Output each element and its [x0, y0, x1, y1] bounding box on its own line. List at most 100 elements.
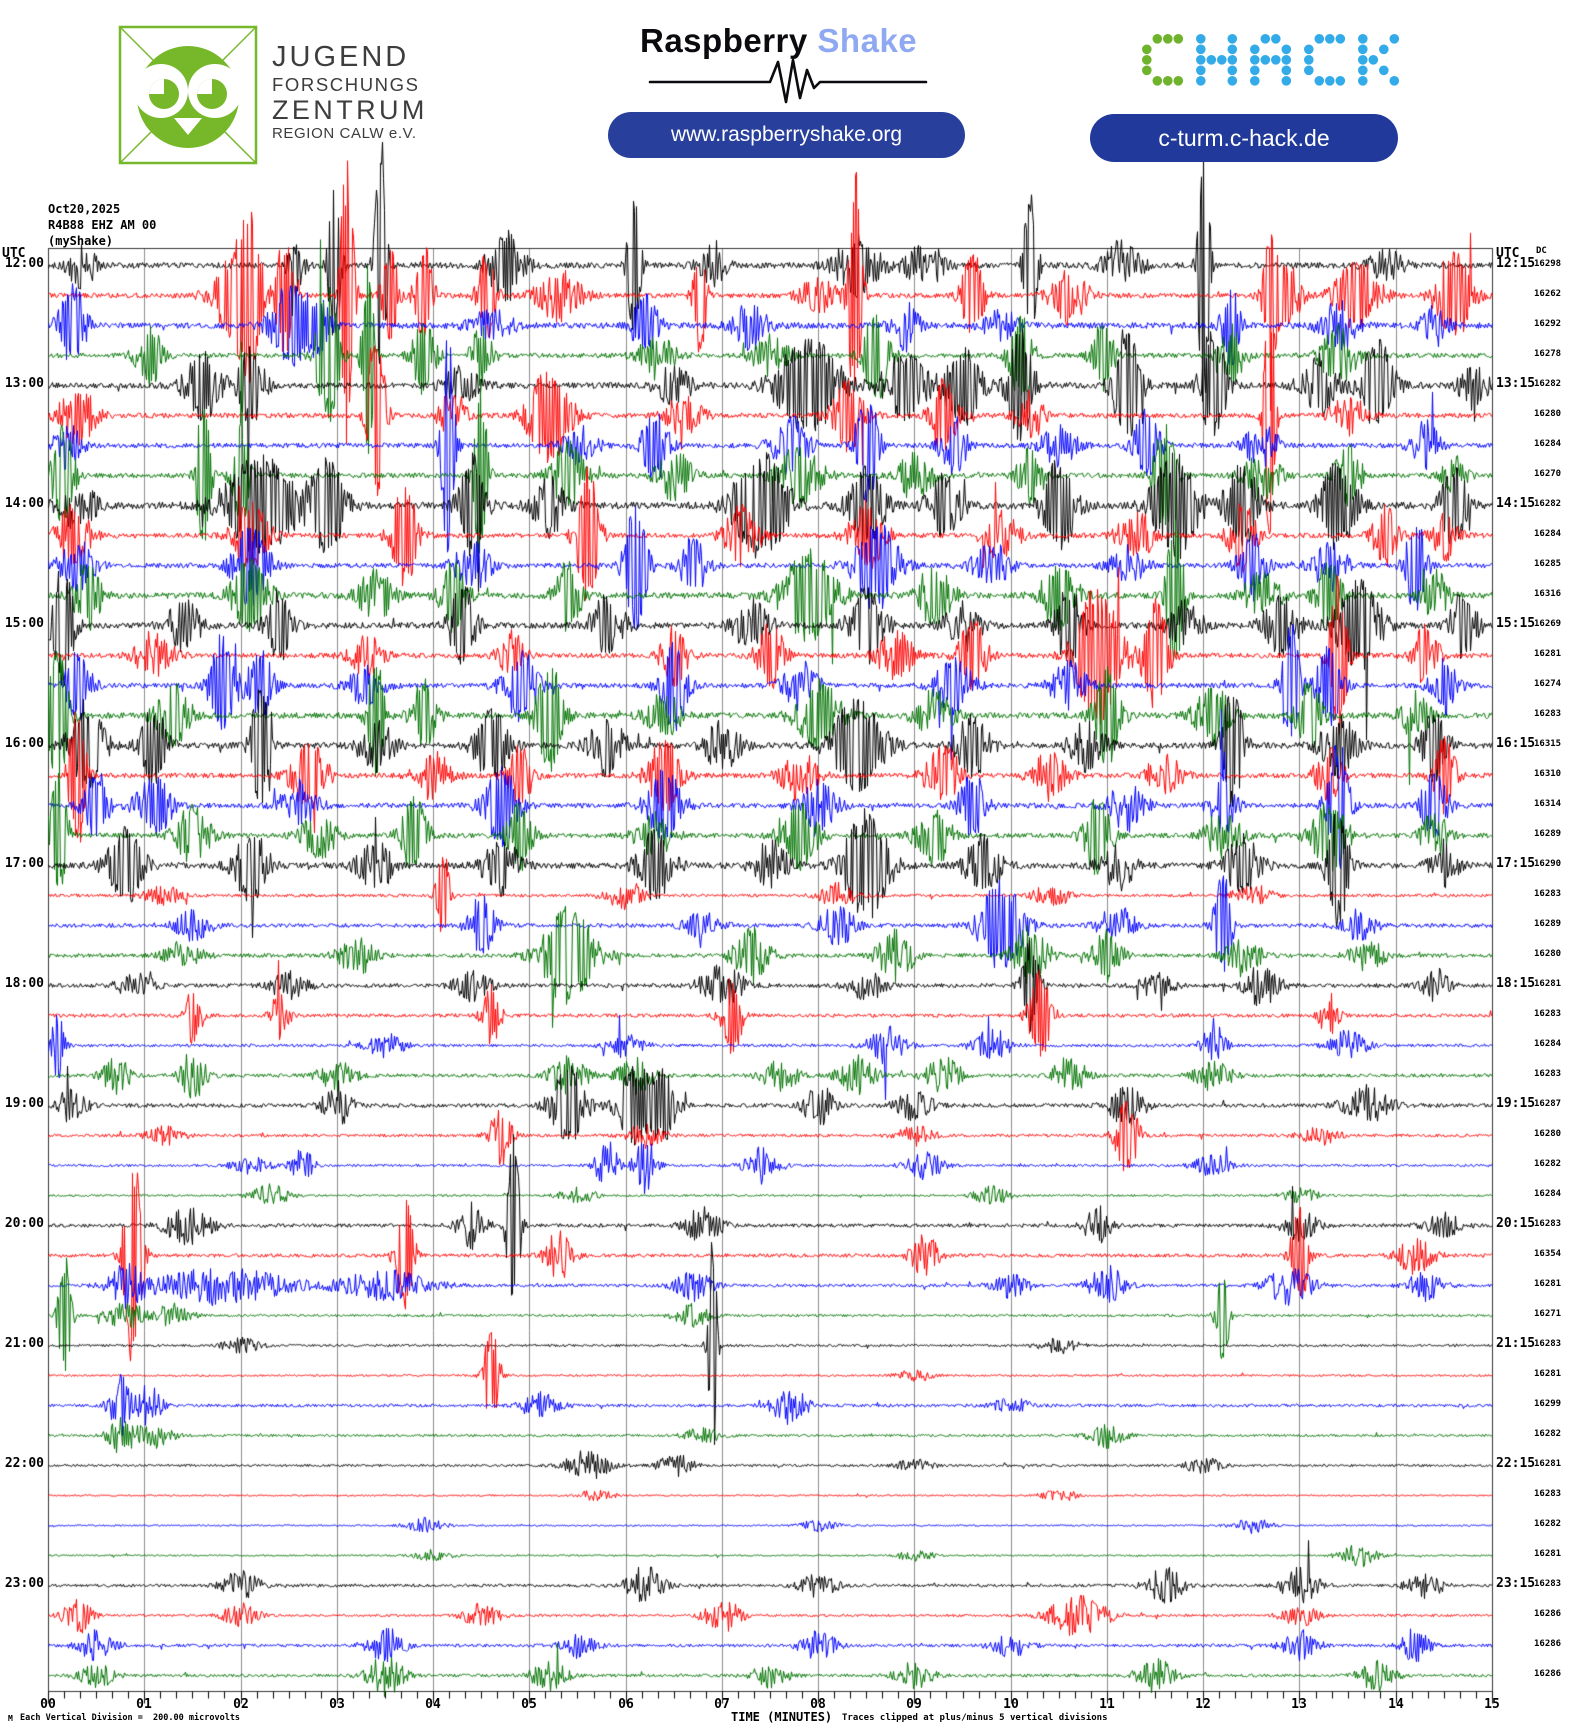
dc-value: 16280: [1534, 949, 1562, 959]
hour-label-left: 13:00: [4, 376, 44, 391]
x-tick-label: 09: [906, 1697, 922, 1712]
utc-header-right: UTC: [1496, 246, 1520, 261]
dc-value: 16290: [1534, 859, 1562, 869]
x-tick-label: 10: [1003, 1697, 1019, 1712]
dc-value: 16271: [1534, 1309, 1562, 1319]
dc-value: 16298: [1534, 259, 1562, 269]
hour-label-left: 16:00: [4, 736, 44, 751]
hour-label-right: 19:15: [1496, 1096, 1536, 1111]
plot-station-id: R4B88 EHZ AM 00: [48, 218, 157, 232]
hour-label-left: 22:00: [4, 1456, 44, 1471]
hour-label-right: 16:15: [1496, 736, 1536, 751]
hour-label-right: 23:15: [1496, 1576, 1536, 1591]
dc-value: 16283: [1534, 889, 1562, 899]
x-tick-label: 01: [136, 1697, 152, 1712]
plot-date: Oct20,2025: [48, 202, 121, 216]
dc-value: 16284: [1534, 439, 1562, 449]
scale-marker: M: [8, 1714, 13, 1723]
dc-value: 16315: [1534, 739, 1562, 749]
dc-value: 16282: [1534, 499, 1562, 509]
dc-value: 16354: [1534, 1249, 1562, 1259]
c-hack-logo: [1142, 34, 1400, 86]
dc-value: 16289: [1534, 919, 1562, 929]
hour-label-left: 17:00: [4, 856, 44, 871]
c-hack-link-text: c-turm.c-hack.de: [1158, 124, 1330, 151]
dc-value: 16286: [1534, 1669, 1562, 1679]
hour-label-right: 15:15: [1496, 616, 1536, 631]
c-hack-link[interactable]: c-turm.c-hack.de: [1090, 114, 1398, 162]
dc-value: 16283: [1534, 1069, 1562, 1079]
dc-value: 16286: [1534, 1609, 1562, 1619]
x-tick-label: 06: [618, 1697, 634, 1712]
dc-value: 16269: [1534, 619, 1562, 629]
dc-value: 16282: [1534, 1429, 1562, 1439]
jfz-line1: JUGEND: [272, 41, 410, 73]
hour-label-right: 21:15: [1496, 1336, 1536, 1351]
dc-value: 16270: [1534, 469, 1562, 479]
hour-label-left: 23:00: [4, 1576, 44, 1591]
plot-network-name: (myShake): [48, 234, 114, 248]
dc-value: 16283: [1534, 1489, 1562, 1499]
dc-value: 16281: [1534, 1459, 1562, 1469]
dc-value: 16282: [1534, 379, 1562, 389]
hour-label-right: 18:15: [1496, 976, 1536, 991]
x-axis-title: TIME (MINUTES): [731, 1710, 833, 1724]
hour-label-left: 14:00: [4, 496, 44, 511]
dc-value: 16287: [1534, 1099, 1562, 1109]
hour-label-left: 21:00: [4, 1336, 44, 1351]
dc-value: 16283: [1534, 1339, 1562, 1349]
dc-value: 16289: [1534, 829, 1562, 839]
hour-label-right: 20:15: [1496, 1216, 1536, 1231]
dc-value: 16262: [1534, 289, 1562, 299]
dc-value: 16314: [1534, 799, 1562, 809]
x-tick-label: 11: [1099, 1697, 1115, 1712]
hour-label-right: 22:15: [1496, 1456, 1536, 1471]
x-tick-label: 02: [233, 1697, 249, 1712]
dc-value: 16274: [1534, 679, 1562, 689]
x-tick-label: 00: [40, 1697, 56, 1712]
hour-label-left: 20:00: [4, 1216, 44, 1231]
jfz-wordmark: JUGEND FORSCHUNGS ZENTRUM REGION CALW e.…: [272, 42, 428, 143]
raspberry-shake-wordmark: Raspberry Shake: [640, 22, 917, 60]
dc-value: 16278: [1534, 349, 1562, 359]
hour-label-right: 17:15: [1496, 856, 1536, 871]
dc-value: 16281: [1534, 1279, 1562, 1289]
hour-label-right: 12:15: [1496, 256, 1536, 271]
dc-value: 16283: [1534, 1579, 1562, 1589]
hour-label-left: 12:00: [4, 256, 44, 271]
dc-value: 16285: [1534, 559, 1562, 569]
x-tick-label: 12: [1195, 1697, 1211, 1712]
dc-value: 16283: [1534, 709, 1562, 719]
jfz-line3: ZENTRUM: [272, 95, 428, 125]
hour-label-left: 19:00: [4, 1096, 44, 1111]
dc-value: 16284: [1534, 1039, 1562, 1049]
jfz-line4: REGION CALW e.V.: [272, 125, 417, 142]
clipping-caption: Traces clipped at plus/minus 5 vertical …: [842, 1713, 1108, 1723]
hour-label-right: 13:15: [1496, 376, 1536, 391]
dc-value: 16280: [1534, 1129, 1562, 1139]
raspberry-text: Raspberry: [640, 22, 808, 59]
dc-value: 16280: [1534, 409, 1562, 419]
dc-value: 16283: [1534, 1009, 1562, 1019]
x-tick-label: 15: [1484, 1697, 1500, 1712]
x-tick-label: 08: [810, 1697, 826, 1712]
x-tick-label: 14: [1388, 1697, 1404, 1712]
dc-value: 16286: [1534, 1639, 1562, 1649]
x-tick-label: 03: [329, 1697, 345, 1712]
dc-value: 16310: [1534, 769, 1562, 779]
raspberryshake-link[interactable]: www.raspberryshake.org: [608, 112, 965, 158]
x-tick-label: 13: [1291, 1697, 1307, 1712]
dc-value: 16281: [1534, 1369, 1562, 1379]
dc-value: 16282: [1534, 1519, 1562, 1529]
vertical-division-caption: Each Vertical Division = 200.00 microvol…: [20, 1713, 241, 1723]
dc-value: 16283: [1534, 1219, 1562, 1229]
page-header: JUGEND FORSCHUNGS ZENTRUM REGION CALW e.…: [0, 0, 1570, 180]
x-tick-label: 05: [521, 1697, 537, 1712]
dc-value: 16299: [1534, 1399, 1562, 1409]
x-tick-label: 04: [425, 1697, 441, 1712]
dc-value: 16284: [1534, 1189, 1562, 1199]
utc-header-left: UTC: [2, 246, 26, 261]
seismic-wave-icon: [648, 58, 928, 104]
shake-text: Shake: [817, 22, 918, 59]
